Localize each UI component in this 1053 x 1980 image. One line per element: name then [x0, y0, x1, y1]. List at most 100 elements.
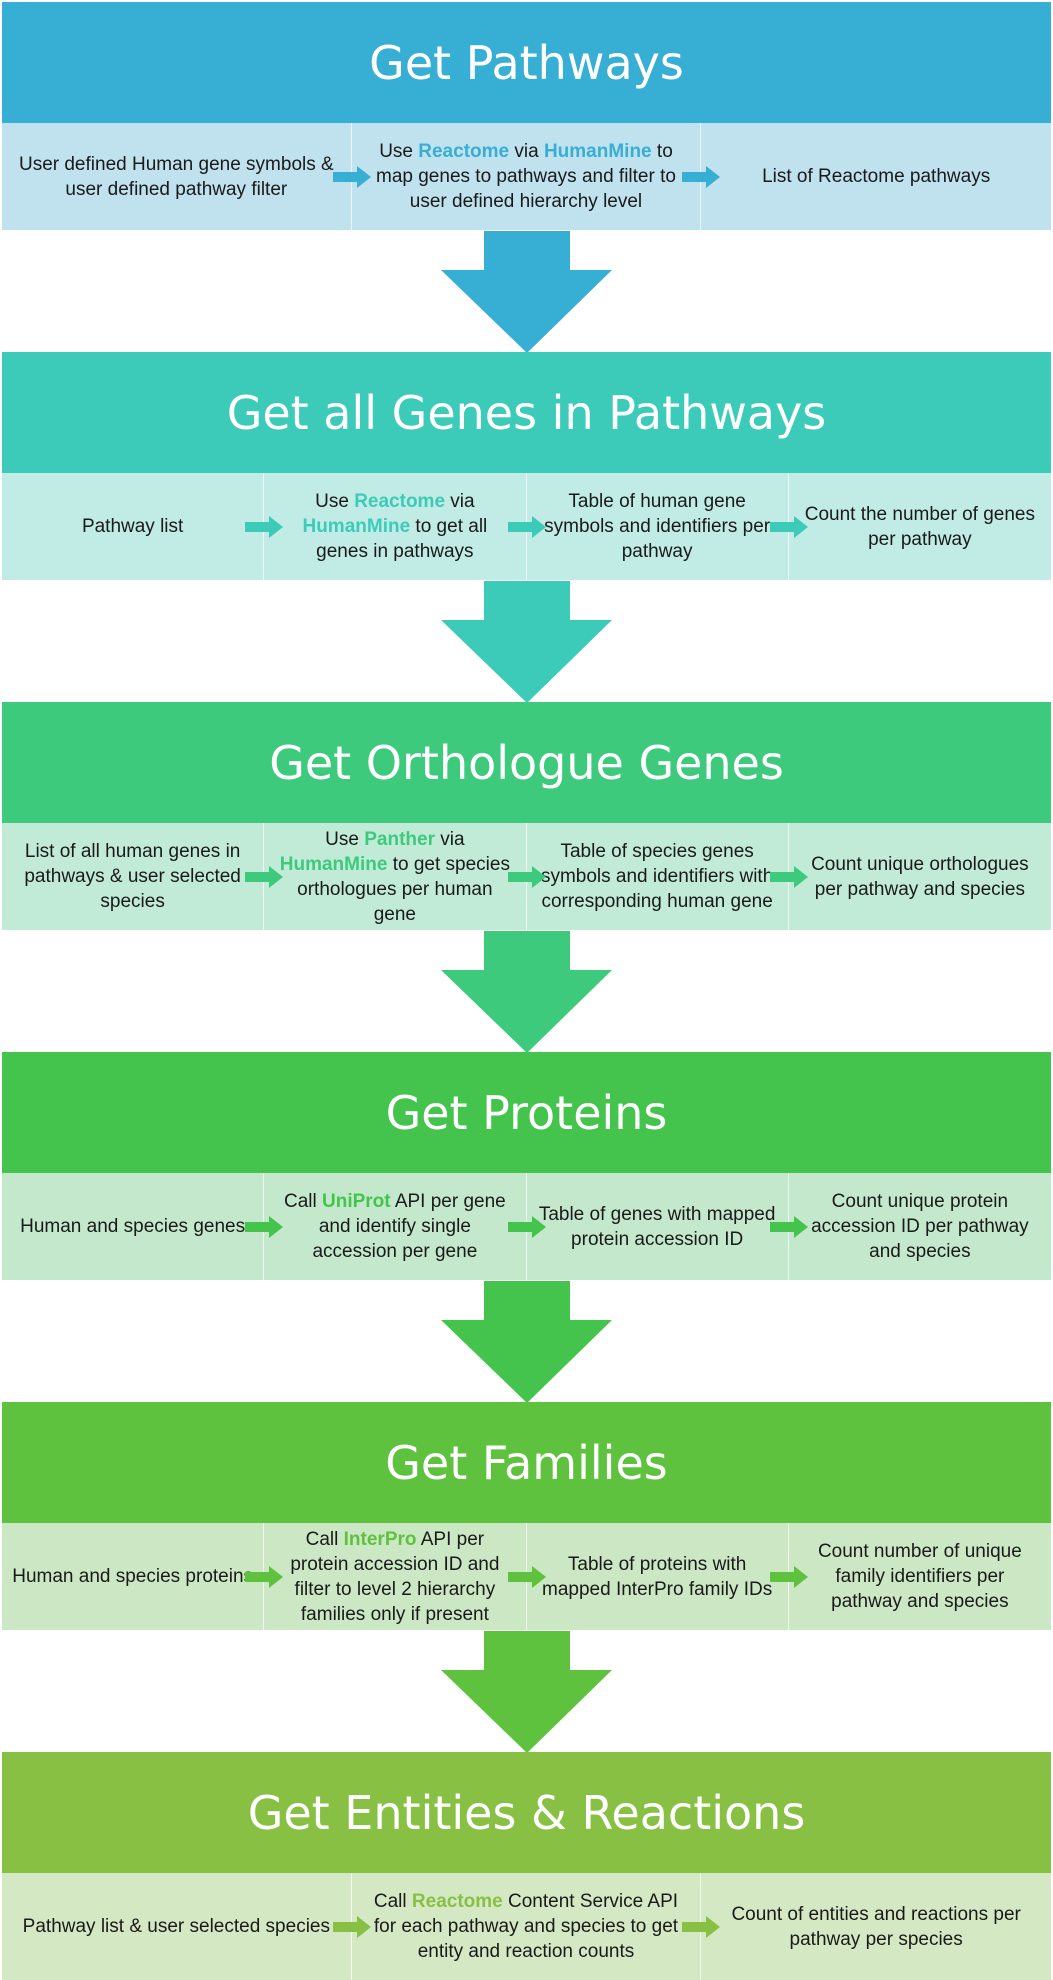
step-text-part: via	[435, 828, 465, 850]
step-arrow-icon	[769, 515, 808, 538]
step-text-part: Call	[283, 1191, 322, 1212]
down-arrow-icon	[441, 581, 612, 703]
step-text-part: Count number of unique family identifier…	[817, 1541, 1022, 1612]
step-text: User defined Human gene symbols & user d…	[12, 152, 341, 202]
step-text: Pathway list	[82, 514, 183, 539]
step-arrow-icon	[245, 515, 284, 538]
step-text-part: via	[509, 141, 544, 162]
step-arrow-icon	[682, 1915, 721, 1938]
step-box: Use Reactome via HumanMine to map genes …	[332, 123, 702, 230]
step-box: List of Reactome pathways	[682, 123, 1051, 230]
highlighted-source: Reactome	[411, 1891, 503, 1912]
step-box: Table of proteins with mapped InterPro f…	[507, 1523, 789, 1630]
step-text-part: via	[445, 491, 475, 512]
down-arrow-icon	[441, 231, 612, 353]
step-arrow-icon	[245, 1565, 284, 1588]
step-text-part: Call	[373, 1891, 412, 1912]
highlighted-source: Reactome	[354, 491, 446, 512]
step-text-part: Use	[325, 828, 365, 850]
step-text: Call InterPro API per protein accession …	[274, 1527, 515, 1627]
step-row: Pathway list & user selected species Call…	[2, 1873, 1051, 1980]
step-text: List of all human genes in pathways & us…	[12, 839, 253, 914]
step-box: Table of species genes symbols and ident…	[507, 823, 789, 930]
step-text-part: Count the number of genes per pathway	[804, 503, 1035, 550]
step-text: Count unique protein accession ID per pa…	[799, 1189, 1041, 1264]
step-text: Pathway list & user selected species	[23, 1914, 330, 1939]
step-text: Call Reactome Content Service API for ea…	[362, 1889, 691, 1964]
step-text-part: Table of proteins with mapped InterPro f…	[542, 1553, 773, 1600]
section-title: Get Pathways	[2, 2, 1051, 123]
step-box: Use Reactome via HumanMine to get all ge…	[245, 473, 527, 580]
step-text: Human and species genes	[20, 1214, 245, 1239]
step-row: Human and species genes Call UniProt API …	[2, 1173, 1051, 1280]
step-text: Count the number of genes per pathway	[799, 502, 1041, 552]
step-box: Call Reactome Content Service API for ea…	[332, 1873, 702, 1980]
step-text-part: Human and species proteins	[12, 1566, 254, 1587]
step-text-part: List of Reactome pathways	[762, 166, 991, 187]
step-text-part: Table of species genes symbols and ident…	[540, 841, 774, 912]
highlighted-source: HumanMine	[279, 853, 388, 875]
step-text-part: Use	[379, 141, 419, 162]
step-box: Use Panther via HumanMine to get species…	[245, 823, 527, 930]
step-arrow-icon	[507, 1215, 546, 1238]
step-text-part: Use	[315, 491, 355, 512]
step-box: Count the number of genes per pathway	[769, 473, 1051, 580]
step-text-part: Content Service API for each pathway and…	[373, 1891, 679, 1962]
step-text: Table of proteins with mapped InterPro f…	[537, 1552, 778, 1602]
highlighted-source: InterPro	[343, 1528, 417, 1550]
highlighted-source: UniProt	[322, 1191, 391, 1212]
highlighted-source: HumanMine	[302, 516, 411, 537]
step-box: Count unique protein accession ID per pa…	[769, 1173, 1051, 1280]
step-box: Pathway list	[2, 473, 265, 580]
section-title: Get Entities & Reactions	[2, 1752, 1051, 1873]
step-text: Call UniProt API per gene and identify s…	[274, 1189, 515, 1264]
step-box: Human and species proteins	[2, 1523, 265, 1630]
step-row: Pathway list Use Reactome via HumanMine t…	[2, 473, 1051, 580]
step-text-part: Table of human gene symbols and identifi…	[544, 491, 771, 562]
step-text: Count number of unique family identifier…	[799, 1539, 1041, 1614]
step-text-part: Pathway list	[81, 516, 184, 537]
step-text-part: to get all genes in pathways	[316, 516, 488, 562]
step-box: Pathway list & user selected species	[2, 1873, 352, 1980]
down-arrow-icon	[441, 1631, 612, 1753]
step-text-part: Count unique protein accession ID per pa…	[811, 1191, 1029, 1262]
step-text-part: API per gene and identify single accessi…	[312, 1191, 506, 1262]
down-arrow-icon	[441, 1281, 612, 1403]
step-text-part: Human and species genes	[20, 1216, 246, 1237]
step-text-part: API per protein accession ID and filter …	[290, 1528, 500, 1625]
step-text: Use Reactome via HumanMine to map genes …	[362, 139, 691, 214]
section-title: Get all Genes in Pathways	[2, 352, 1051, 473]
step-text-part: to get species orthologues per human gen…	[297, 853, 510, 925]
section-title: Get Proteins	[2, 1052, 1051, 1173]
step-box: Table of genes with mapped protein acces…	[507, 1173, 789, 1280]
step-row: User defined Human gene symbols & user d…	[2, 123, 1051, 230]
step-text: Table of species genes symbols and ident…	[537, 839, 778, 914]
step-arrow-icon	[769, 1215, 808, 1238]
step-arrow-icon	[769, 865, 808, 888]
step-text: Use Panther via HumanMine to get species…	[274, 827, 515, 927]
step-arrow-icon	[245, 1215, 284, 1238]
step-text-part: Count unique orthologues per pathway and…	[811, 853, 1029, 900]
step-box: Human and species genes	[2, 1173, 265, 1280]
down-arrow-icon	[441, 931, 612, 1053]
highlighted-source: Reactome	[418, 141, 510, 162]
step-box: Call InterPro API per protein accession …	[245, 1523, 527, 1630]
step-text: Human and species proteins	[12, 1564, 253, 1589]
step-text: Count of entities and reactions per path…	[711, 1902, 1041, 1952]
step-text-part: Pathway list & user selected species	[22, 1916, 330, 1937]
step-text: Table of human gene symbols and identifi…	[537, 489, 778, 564]
step-box: List of all human genes in pathways & us…	[2, 823, 265, 930]
step-text-part: Count of entities and reactions per path…	[731, 1903, 1021, 1950]
step-arrow-icon	[507, 515, 546, 538]
step-box: Count unique orthologues per pathway and…	[769, 823, 1051, 930]
step-box: Table of human gene symbols and identifi…	[507, 473, 789, 580]
step-arrow-icon	[507, 1565, 546, 1588]
step-arrow-icon	[682, 165, 721, 188]
step-text-part: User defined Human gene symbols & user d…	[18, 153, 334, 200]
step-box: Call UniProt API per gene and identify s…	[245, 1173, 527, 1280]
step-arrow-icon	[332, 1915, 371, 1938]
highlighted-source: Panther	[364, 828, 435, 850]
step-text-part: to map genes to pathways and filter to u…	[376, 141, 676, 212]
step-text: Count unique orthologues per pathway and…	[799, 852, 1041, 902]
step-row: Human and species proteins Call InterPro …	[2, 1523, 1051, 1630]
